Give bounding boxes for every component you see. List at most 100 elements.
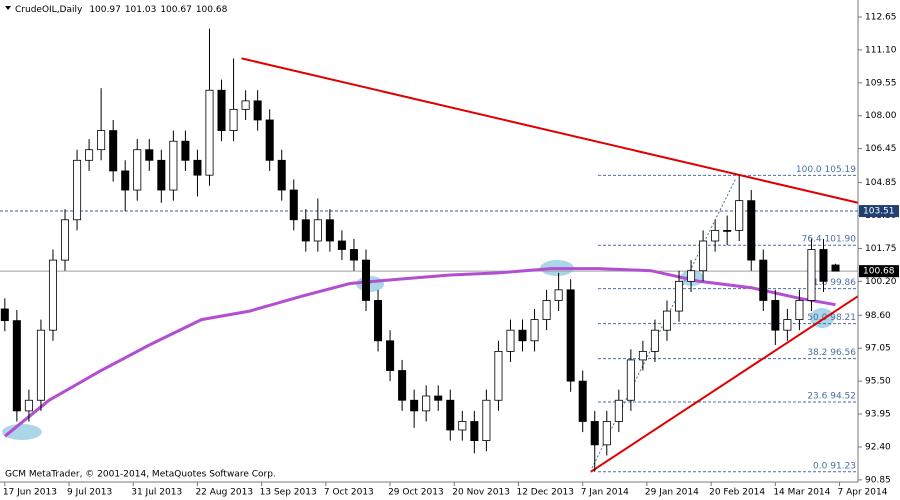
candle-body: [759, 259, 768, 301]
copyright: GCM MetaTrader, © 2001-2014, MetaQuotes …: [5, 470, 276, 480]
y-tick-label: 92.40: [865, 442, 891, 452]
x-tick-label: 7 Jan 2014: [581, 488, 629, 498]
x-tick-label: 14 Mar 2014: [773, 488, 830, 498]
y-tick-label: 95.50: [865, 377, 891, 387]
close-value: 100.68: [196, 5, 228, 15]
candle-body: [217, 89, 226, 131]
price-level-label: 103.51: [863, 207, 895, 217]
candle-body: [578, 380, 587, 422]
candle-body: [410, 399, 419, 412]
candle-body: [783, 319, 792, 331]
x-tick-label: 7 Apr 2014: [838, 488, 888, 498]
candle-body: [675, 280, 684, 312]
candle-body: [530, 319, 539, 342]
y-tick-label: 97.05: [865, 344, 891, 354]
candle-body: [109, 130, 118, 172]
highlight: [2, 424, 42, 440]
open-value: 100.97: [89, 5, 121, 15]
candle-body: [687, 270, 696, 282]
candle-body: [36, 329, 45, 401]
candle-body: [61, 219, 70, 261]
candle-body: [229, 108, 238, 131]
candle-body: [506, 329, 515, 352]
candle-body: [48, 259, 57, 331]
candle-body: [795, 300, 804, 320]
x-tick-label: 29 Jan 2014: [645, 488, 699, 498]
candle-body: [470, 421, 479, 441]
candle-body: [626, 359, 635, 401]
fib-level-label: 50.0 98.21: [807, 313, 856, 323]
high-value: 101.03: [125, 5, 157, 15]
candle-body: [253, 100, 262, 121]
candle-body: [566, 289, 575, 382]
candle-body: [554, 289, 563, 301]
candle-body: [169, 140, 178, 191]
plot: 100.0 105.19 76.4 101.90 61.8 99.86 50.0 98…: [0, 28, 859, 473]
candle-body: [614, 399, 623, 422]
candle-body: [458, 421, 467, 431]
candle-body: [819, 249, 828, 282]
candle-body: [398, 370, 407, 401]
candle-body: [313, 219, 322, 242]
price-level-label: 100.68: [863, 267, 895, 277]
x-tick-label: 20 Feb 2014: [709, 488, 765, 498]
candle-body: [205, 89, 214, 176]
symbol: CrudeOIL,Daily: [15, 5, 83, 15]
x-tick-label: 17 Jun 2013: [3, 488, 57, 498]
low-value: 100.67: [160, 5, 192, 15]
candle-body: [289, 189, 298, 221]
candle-body: [735, 200, 744, 231]
y-tick-label: 93.95: [865, 410, 891, 420]
candle-body: [518, 329, 527, 342]
y-tick-label: 100.20: [865, 277, 897, 287]
x-tick-label: 13 Sep 2013: [260, 488, 317, 498]
candle-body: [638, 351, 647, 361]
fib-level-label: 100.0 105.19: [796, 165, 856, 175]
candle-body: [542, 300, 551, 320]
candle-body: [723, 229, 732, 232]
y-tick-label: 112.65: [865, 12, 897, 22]
fib-level-label: 38.2 96.56: [807, 348, 856, 358]
candle-body: [386, 340, 395, 371]
y-tick-label: 111.10: [865, 45, 897, 55]
y-tick-label: 98.60: [865, 311, 891, 321]
candle-body: [193, 159, 202, 176]
x-tick-label: 31 Jul 2013: [131, 488, 182, 498]
candle-body: [133, 149, 142, 191]
menu-icon[interactable]: [5, 6, 11, 10]
trendline: [590, 295, 859, 473]
trendline: [241, 57, 859, 204]
chart-header: CrudeOIL,Daily 100.97 101.03 100.67 100.68: [15, 5, 228, 15]
candle-body: [361, 259, 371, 301]
x-tick-label: 29 Oct 2013: [388, 488, 444, 498]
y-tick-label: 101.75: [865, 244, 897, 254]
candle-body: [325, 219, 334, 242]
candle-body: [349, 249, 358, 261]
candle-body: [494, 351, 503, 401]
candle-body: [650, 329, 659, 352]
price-level-box: [859, 265, 899, 278]
candle-body: [831, 264, 840, 272]
fib-level-label: 61.8 99.86: [807, 278, 856, 288]
candle-body: [422, 395, 431, 412]
candle-body: [145, 149, 154, 161]
candle-body: [482, 399, 491, 441]
x-tick-label: 12 Dec 2013: [516, 488, 574, 498]
fib-level-label: 23.6 94.52: [807, 391, 856, 401]
candle-body: [181, 140, 190, 161]
candle-body: [771, 300, 780, 331]
candle-body: [0, 308, 9, 322]
candle-body: [121, 170, 130, 191]
x-tick-label: 7 Oct 2013: [324, 488, 374, 498]
moving-average: [3, 267, 836, 438]
price-level-box: [859, 205, 899, 218]
candle-body: [590, 421, 599, 446]
candle-body: [97, 130, 106, 151]
candle-body: [277, 159, 286, 191]
candle-body: [434, 395, 443, 401]
candle-body: [747, 200, 756, 261]
candle-body: [73, 159, 82, 221]
candle-body: [711, 229, 720, 242]
candle-body: [446, 399, 455, 431]
